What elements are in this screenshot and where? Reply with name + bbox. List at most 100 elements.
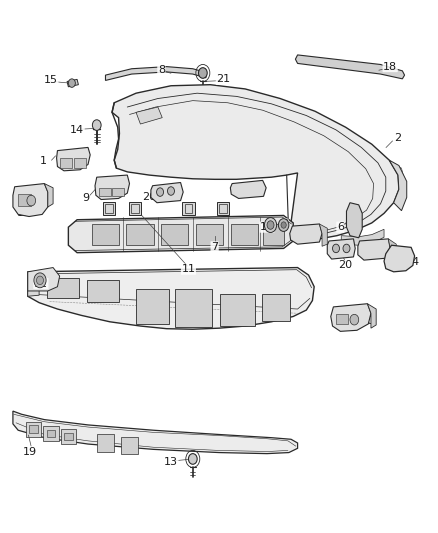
Polygon shape (358, 239, 390, 260)
Bar (175, 289, 212, 327)
Polygon shape (341, 229, 384, 245)
Bar (262, 294, 290, 321)
Polygon shape (295, 55, 405, 79)
Bar (64, 433, 73, 440)
Bar (43, 426, 59, 441)
Bar (87, 280, 119, 302)
Text: 21: 21 (216, 75, 230, 84)
Circle shape (350, 314, 359, 325)
Bar (220, 294, 255, 326)
Bar (127, 224, 153, 245)
Text: 20: 20 (339, 261, 353, 270)
Text: 16: 16 (299, 234, 313, 244)
Bar (97, 434, 114, 451)
Text: 8: 8 (281, 219, 288, 229)
Text: 5: 5 (232, 188, 239, 198)
Polygon shape (331, 304, 371, 332)
Bar (46, 278, 79, 298)
Circle shape (92, 120, 101, 131)
Polygon shape (67, 79, 78, 87)
Bar (336, 314, 348, 324)
Bar (105, 204, 113, 213)
Bar (121, 437, 138, 454)
Circle shape (36, 276, 43, 285)
Circle shape (68, 79, 75, 87)
Circle shape (265, 217, 277, 232)
Polygon shape (384, 245, 415, 272)
Polygon shape (151, 182, 183, 203)
Polygon shape (367, 304, 376, 328)
Circle shape (279, 219, 289, 231)
Bar (60, 429, 76, 444)
Polygon shape (13, 411, 297, 454)
Bar (231, 224, 258, 245)
Bar (92, 224, 120, 245)
Bar (60, 158, 72, 167)
Bar (103, 202, 115, 215)
Text: 2: 2 (395, 133, 402, 143)
Circle shape (34, 273, 46, 288)
Text: 17: 17 (260, 222, 274, 232)
Circle shape (281, 222, 286, 228)
Polygon shape (68, 215, 293, 253)
Text: 6: 6 (337, 222, 344, 232)
Text: 19: 19 (23, 447, 37, 456)
Circle shape (198, 68, 207, 78)
Text: 4: 4 (412, 257, 419, 267)
Bar (263, 224, 284, 245)
Polygon shape (44, 183, 53, 207)
Polygon shape (57, 148, 90, 171)
Circle shape (332, 244, 339, 253)
Circle shape (343, 244, 350, 253)
Polygon shape (136, 107, 162, 124)
Bar (182, 202, 194, 215)
Bar (219, 204, 227, 213)
Bar (25, 422, 41, 437)
Polygon shape (290, 224, 322, 244)
Text: 9: 9 (82, 193, 89, 204)
Polygon shape (389, 239, 396, 263)
Polygon shape (319, 224, 327, 246)
Text: 1: 1 (40, 156, 47, 166)
Polygon shape (389, 160, 407, 211)
Text: 13: 13 (164, 457, 178, 467)
Text: 10: 10 (361, 316, 375, 326)
Bar (46, 430, 55, 437)
Polygon shape (327, 239, 355, 259)
Polygon shape (112, 85, 399, 240)
Text: 9: 9 (395, 261, 402, 270)
Text: 7: 7 (211, 242, 218, 252)
Bar (74, 158, 86, 167)
Polygon shape (346, 203, 362, 238)
Bar (217, 202, 230, 215)
Bar (184, 204, 192, 213)
Polygon shape (95, 175, 130, 199)
Polygon shape (28, 268, 314, 329)
Bar (131, 204, 139, 213)
Bar (113, 188, 124, 196)
Text: 14: 14 (70, 125, 84, 135)
Text: 11: 11 (181, 264, 195, 274)
Polygon shape (28, 268, 60, 291)
Bar (18, 194, 31, 206)
Text: 8: 8 (158, 65, 165, 75)
Bar (136, 289, 169, 324)
Circle shape (188, 454, 197, 464)
Polygon shape (13, 183, 48, 216)
Circle shape (27, 195, 35, 206)
Polygon shape (230, 180, 266, 198)
Bar (161, 224, 188, 245)
Text: 12: 12 (34, 279, 48, 288)
Circle shape (156, 188, 163, 196)
Polygon shape (28, 272, 39, 296)
Bar (99, 188, 111, 196)
Text: 10: 10 (16, 208, 30, 219)
Text: 15: 15 (44, 76, 58, 85)
Text: 18: 18 (383, 62, 397, 71)
Bar (29, 425, 38, 433)
Circle shape (267, 221, 274, 229)
Text: 20: 20 (142, 192, 156, 203)
Polygon shape (106, 67, 206, 80)
Bar (129, 202, 141, 215)
Circle shape (167, 187, 174, 195)
